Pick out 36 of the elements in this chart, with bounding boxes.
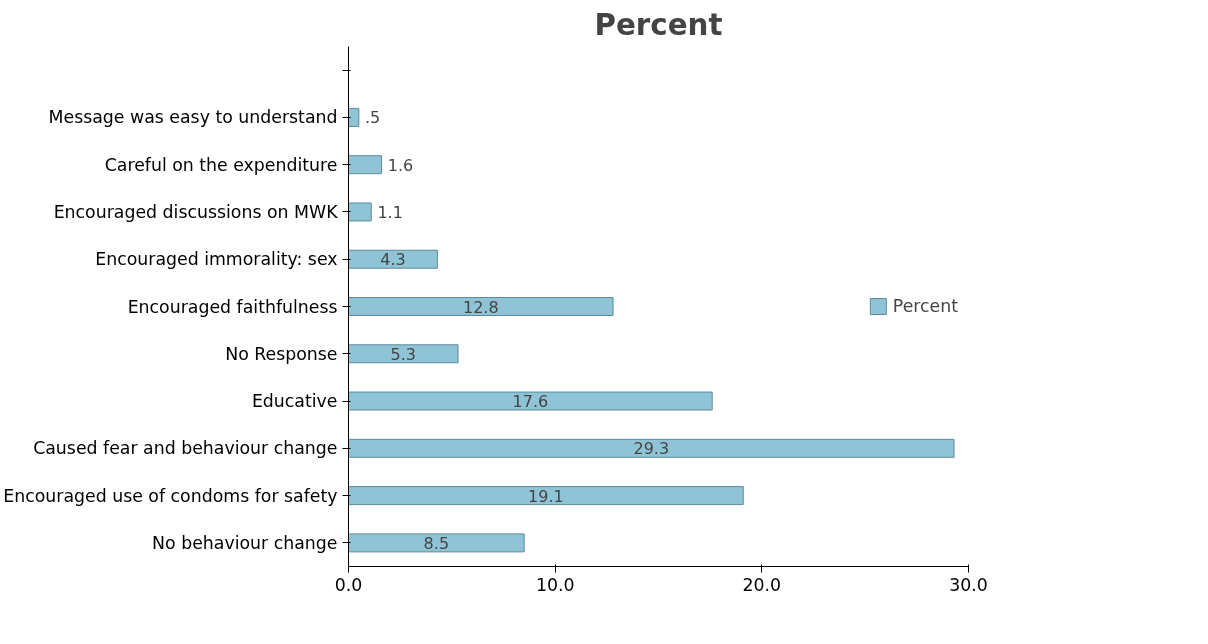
y-tick-label: Encouraged immorality: sex — [95, 249, 338, 270]
bar — [348, 344, 459, 364]
bar — [348, 533, 525, 553]
bar — [348, 391, 713, 411]
data-label: 1.1 — [377, 202, 403, 222]
data-label: 19.1 — [528, 486, 564, 506]
chart-title: Percent — [594, 7, 723, 42]
data-label: .5 — [365, 108, 381, 128]
bar — [348, 107, 360, 127]
data-label: 4.3 — [380, 250, 406, 270]
data-label: 29.3 — [633, 439, 670, 459]
data-label: 12.8 — [462, 297, 499, 317]
bar — [348, 438, 955, 458]
bar — [348, 486, 744, 506]
data-label: 17.6 — [512, 392, 549, 412]
x-tick-label: 20.0 — [742, 574, 782, 595]
bar — [348, 155, 383, 175]
y-tick-label: Caused fear and behaviour change — [33, 438, 338, 459]
legend-label: Percent — [892, 296, 958, 316]
bar — [348, 249, 438, 269]
bar — [348, 297, 614, 316]
y-tick-label: Educative — [251, 391, 338, 412]
y-tick-label: No behaviour change — [152, 532, 338, 553]
y-tick-label: Message was easy to understand — [48, 107, 338, 128]
bar — [348, 202, 372, 222]
data-label: 8.5 — [423, 533, 450, 553]
y-tick-label: No Response — [225, 343, 338, 364]
y-tick-label: Careful on the expenditure — [104, 154, 338, 175]
x-tick-label: 30.0 — [949, 574, 988, 595]
data-label: 1.6 — [387, 155, 414, 175]
y-tick-label: Encouraged faithfulness — [127, 296, 338, 317]
y-tick-label: Encouraged discussions on MWK — [53, 201, 339, 222]
x-tick-label: 0.0 — [334, 574, 363, 595]
data-label: 5.3 — [390, 344, 416, 364]
y-tick-label: Encouraged use of condoms for safety — [3, 485, 338, 506]
x-tick-label: 10.0 — [535, 574, 575, 595]
